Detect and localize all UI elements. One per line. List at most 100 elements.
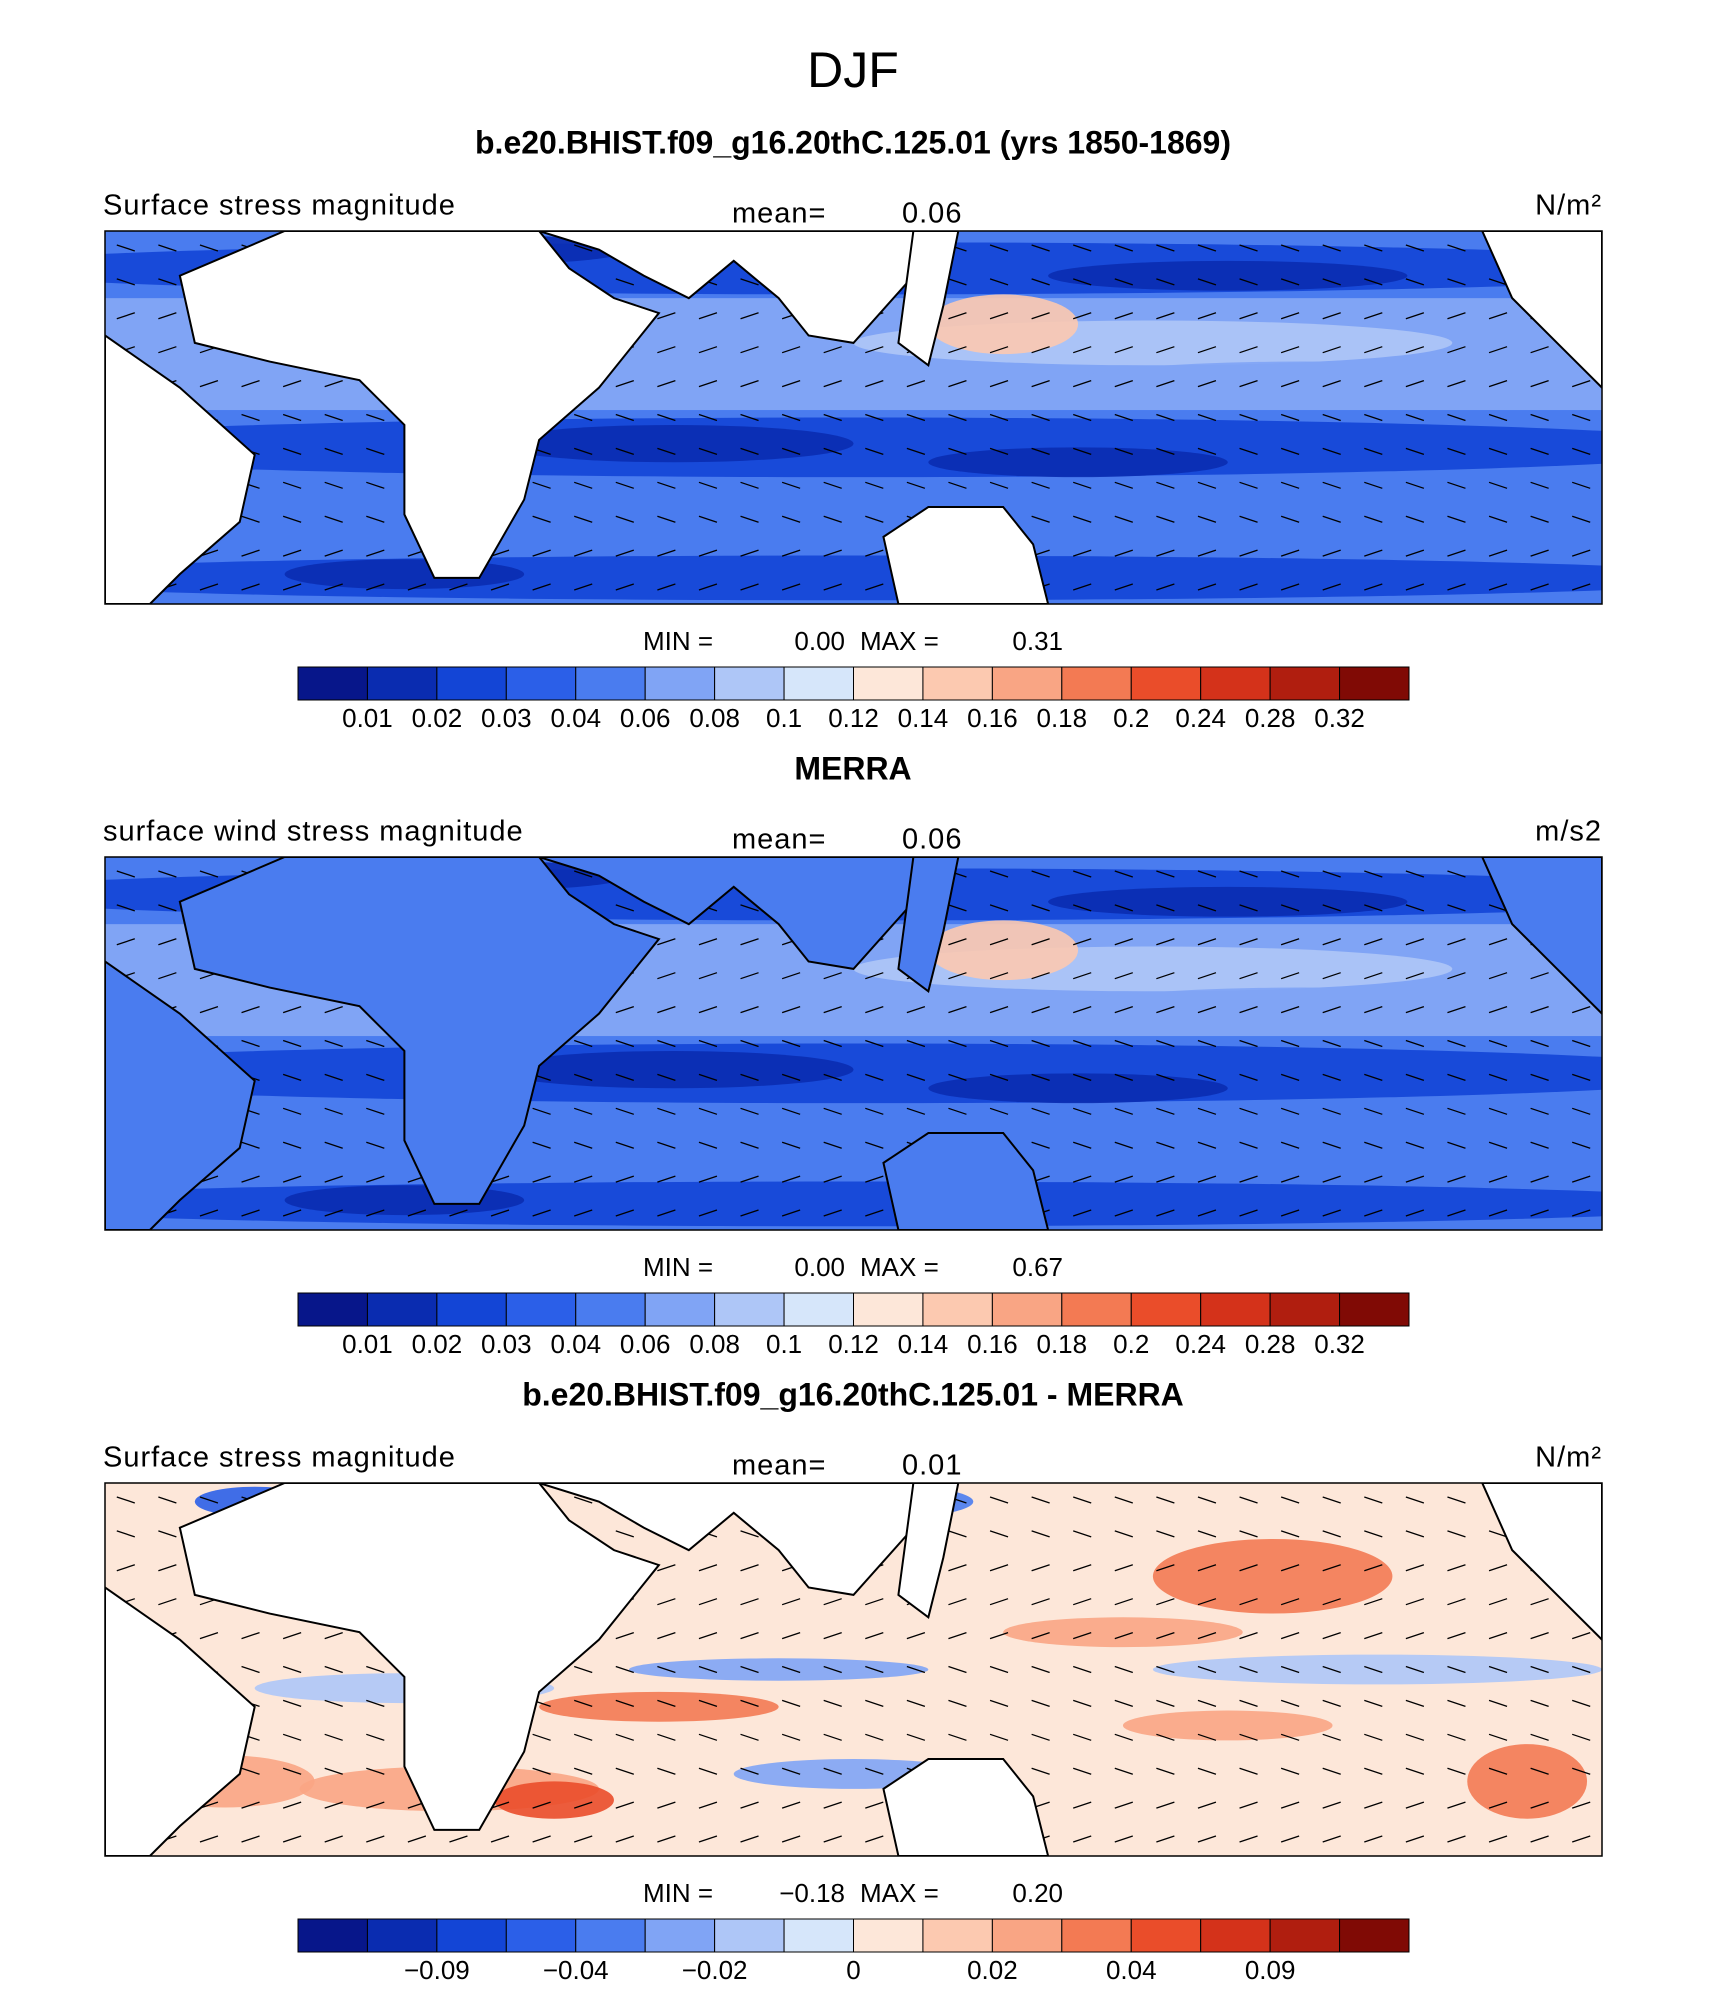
wind-arrow <box>366 1141 385 1149</box>
colorbar-box <box>1339 1292 1410 1327</box>
wind-arrow <box>1280 1141 1300 1149</box>
wind-arrow <box>532 1767 551 1775</box>
land <box>897 1483 960 1619</box>
map-patch <box>1467 1744 1588 1819</box>
wind-arrow <box>490 583 510 591</box>
map-patch <box>494 1781 614 1819</box>
wind-arrow <box>1530 1005 1549 1014</box>
wind-arrow <box>740 515 759 523</box>
wind-arrow <box>1280 1564 1300 1572</box>
wind-arrow <box>948 447 967 456</box>
wind-arrow <box>1114 938 1133 946</box>
wind-arrow <box>740 1598 759 1606</box>
wind-arrow <box>1488 447 1508 456</box>
wind-arrow <box>574 1699 593 1708</box>
wind-arrow <box>1405 1733 1425 1741</box>
map-patch <box>928 920 1079 981</box>
colorbar-box <box>436 666 507 701</box>
mean-value: 0.06 <box>902 198 962 230</box>
wind-arrow <box>657 447 676 456</box>
wind-arrow <box>1322 312 1341 320</box>
wind-arrow <box>574 1733 593 1741</box>
wind-arrow <box>948 278 967 286</box>
wind-arrow <box>1280 1175 1300 1183</box>
wind-arrow <box>407 583 427 591</box>
wind-arrow <box>1572 1733 1591 1741</box>
wind-arrow <box>823 481 842 489</box>
wind-arrow <box>366 1073 385 1082</box>
min-label: MIN = <box>643 1878 713 1908</box>
wind-arrow <box>615 1107 634 1115</box>
wind-arrow <box>698 583 718 591</box>
wind-arrow <box>1364 938 1383 946</box>
wind-arrow <box>1239 1005 1258 1014</box>
wind-arrow <box>1572 447 1591 456</box>
wind-arrow <box>1280 1835 1300 1843</box>
wind-arrow <box>657 1175 676 1183</box>
wind-arrow <box>948 413 967 422</box>
wind-arrow <box>1114 1699 1133 1708</box>
wind-arrow <box>1239 413 1258 422</box>
wind-arrow <box>241 1631 260 1640</box>
wind-arrow <box>366 1835 385 1843</box>
wind-arrow <box>574 1801 593 1809</box>
wind-arrow <box>989 312 1009 320</box>
wind-arrow <box>823 1801 842 1809</box>
wind-arrow <box>781 481 801 489</box>
wind-arrow <box>1322 1699 1341 1708</box>
wind-arrow <box>324 1699 343 1708</box>
wind-arrow <box>490 549 510 557</box>
colorbar-label: 0.03 <box>481 703 532 733</box>
land <box>105 334 256 604</box>
wind-arrow <box>1447 1209 1466 1217</box>
mean-value: 0.01 <box>902 1450 962 1482</box>
wind-arrow <box>1073 447 1092 456</box>
wind-arrow <box>1239 938 1258 946</box>
wind-arrow <box>948 1530 967 1538</box>
wind-arrow <box>366 583 385 591</box>
wind-arrow <box>657 972 676 980</box>
wind-arrow <box>698 1107 718 1115</box>
wind-arrow <box>948 1699 967 1708</box>
wind-arrow <box>324 515 343 523</box>
wind-arrow <box>948 1631 967 1640</box>
wind-arrow <box>698 379 718 388</box>
wind-arrow <box>282 1107 302 1115</box>
wind-arrow <box>740 379 759 388</box>
wind-arrow <box>906 481 926 489</box>
wind-arrow <box>241 1141 260 1149</box>
wind-arrow <box>1322 379 1341 388</box>
wind-arrow <box>1156 1209 1175 1217</box>
wind-arrow <box>116 1530 135 1538</box>
colorbar-box <box>575 1918 646 1953</box>
wind-arrow <box>1322 1631 1341 1640</box>
wind-arrow <box>1530 413 1549 422</box>
wind-arrow <box>1405 278 1425 286</box>
wind-arrow <box>1156 1699 1175 1708</box>
wind-arrow <box>906 379 926 388</box>
wind-arrow <box>865 1175 884 1183</box>
wind-arrow <box>1239 1835 1258 1843</box>
wind-arrow <box>1280 938 1300 946</box>
colorbar-label: 0.02 <box>412 1329 463 1359</box>
wind-arrow <box>1530 1699 1549 1708</box>
wind-arrow <box>1572 583 1591 591</box>
wind-arrow <box>1447 346 1466 354</box>
map-patch <box>1152 1538 1393 1614</box>
wind-arrow <box>906 1005 926 1014</box>
wind-arrow <box>657 1835 676 1843</box>
wind-arrow <box>781 379 801 388</box>
wind-arrow <box>1031 1496 1050 1504</box>
wind-arrow <box>1572 1699 1591 1708</box>
wind-arrow <box>282 515 302 523</box>
wind-arrow <box>1530 481 1549 489</box>
wind-arrow <box>1239 346 1258 354</box>
wind-arrow <box>865 1631 884 1640</box>
mean-label: mean= <box>732 824 826 856</box>
wind-arrow <box>698 346 718 354</box>
wind-arrow <box>1364 549 1383 557</box>
wind-arrow <box>615 1767 634 1775</box>
colorbar-label: 0.02 <box>412 703 463 733</box>
wind-arrow <box>823 1835 842 1843</box>
wind-arrow <box>989 346 1009 354</box>
